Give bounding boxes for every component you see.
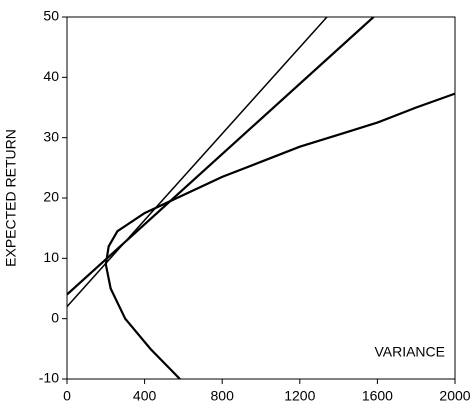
x-tick-label: 800 <box>211 388 235 404</box>
curve <box>67 17 328 308</box>
x-tick-label: 400 <box>133 388 157 404</box>
y-axis-label: EXPECTED RETURN <box>3 129 19 267</box>
plot-frame <box>66 16 456 380</box>
x-tick-label: 0 <box>63 388 71 404</box>
curve <box>104 92 455 379</box>
y-tick-label: 50 <box>43 8 59 24</box>
annotation: VARIANCE <box>374 344 445 360</box>
curve <box>67 17 375 296</box>
y-tick-label: 30 <box>43 128 59 144</box>
y-tick-label: -10 <box>39 370 59 386</box>
x-tick-label: 1600 <box>362 388 393 404</box>
y-tick-label: 0 <box>51 309 59 325</box>
y-tick-label: 40 <box>43 68 59 84</box>
y-tick-label: 10 <box>43 249 59 265</box>
x-tick-label: 1200 <box>284 388 315 404</box>
y-tick-label: 20 <box>43 189 59 205</box>
x-tick-label: 2000 <box>439 388 470 404</box>
